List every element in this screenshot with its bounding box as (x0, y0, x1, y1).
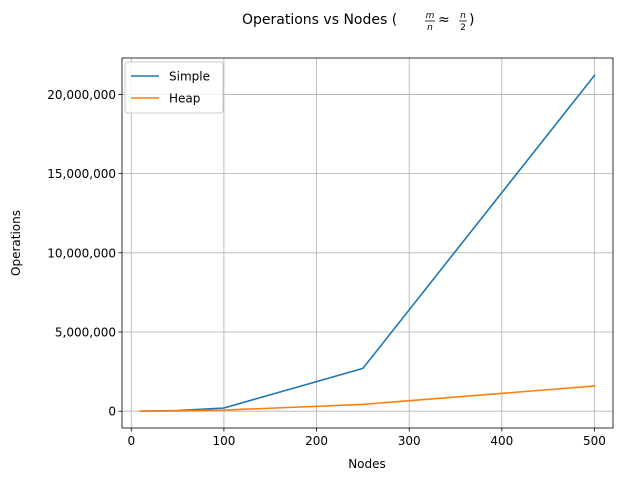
title-prefix: Operations vs Nodes ( (242, 12, 397, 28)
y-tick-label: 0 (108, 405, 116, 419)
grid-layer (122, 58, 613, 428)
y-axis-label: Operations (9, 210, 23, 276)
title-frac1-numerator: m (426, 11, 435, 21)
title-frac1-denominator: n (427, 23, 433, 33)
chart-title: Operations vs Nodes ( m n ≈ n 2 ) (242, 11, 474, 33)
x-tick-label: 300 (398, 434, 421, 448)
tick-layer: 0 100 200 300 400 500 0 5,000,000 10,000,000 15,0… (47, 88, 606, 448)
x-axis-label: Nodes (348, 457, 386, 471)
y-tick-label: 20,000,000 (47, 88, 116, 102)
y-tick-label: 15,000,000 (47, 167, 116, 181)
legend-label-heap: Heap (169, 92, 200, 106)
plot-area-frame (121, 57, 614, 429)
title-frac2-denominator: 2 (460, 23, 466, 33)
x-tick-label: 500 (583, 434, 606, 448)
x-tick-label: 400 (490, 434, 513, 448)
x-tick-label: 100 (212, 434, 235, 448)
x-tick-label: 0 (127, 434, 135, 448)
series-layer (139, 74, 596, 413)
x-tick-label: 200 (305, 434, 328, 448)
title-suffix: ) (469, 12, 474, 28)
legend-box (124, 61, 224, 114)
series-line-heap (139, 385, 596, 413)
legend: Simple Heap (124, 61, 224, 114)
y-tick-label: 5,000,000 (55, 326, 116, 340)
legend-label-simple: Simple (169, 70, 210, 84)
y-tick-label: 10,000,000 (47, 246, 116, 260)
title-approx: ≈ (438, 12, 450, 28)
title-frac2-numerator: n (460, 11, 466, 21)
